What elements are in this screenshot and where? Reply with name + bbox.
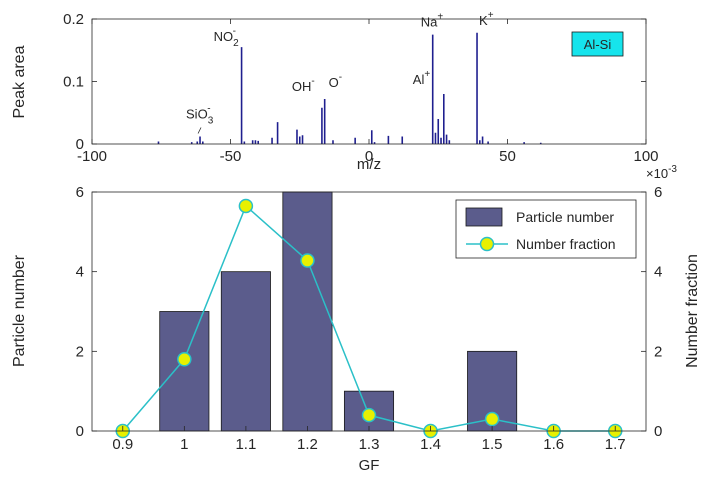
gf-y-tick-label: 6 [76,184,84,201]
gf-y2-tick-label: 6 [654,184,662,201]
gf-y-tick-label: 0 [76,423,84,440]
ion-label-base: NO [214,29,234,44]
spectrum-y-ticks: 0 0.1 0.2 [63,11,646,153]
ion-label: Na+ [421,12,444,30]
gf-y2-exponent-label: ×10-3 [646,164,677,181]
ion-label-subscript: 3 [208,116,214,127]
spectrum-y-tick-label: 0.1 [63,74,84,91]
gf-y2-tick-label: 4 [654,264,662,281]
spectrum-x-tick-label: 0 [365,148,373,165]
gf-y2-tick-label: 0 [654,423,662,440]
gf-x-tick-label: 1 [180,436,188,453]
number-fraction-point [238,198,254,214]
spectrum-x-tick-label: -100 [77,148,107,165]
spectrum-x-tick-label: -50 [220,148,242,165]
legend-line-marker [479,236,495,252]
gf-x-tick-label: 1.3 [359,436,380,453]
number-fraction-point [300,253,315,268]
gf-x-tick-label: 1.5 [482,436,503,453]
ion-label-base: Al [413,72,425,87]
gf-y2-exponent: -3 [668,164,677,175]
spectrum-x-tick-label: 50 [499,148,516,165]
ion-label: K+ [479,10,494,28]
gf-y-tick-label: 4 [76,264,84,281]
ion-label-base: Na [421,15,438,30]
gf-x-tick-label: 1.4 [420,436,441,453]
gf-y-axis-label: Particle number [11,254,28,367]
spectrum-axes-box [91,18,647,145]
ion-leader-line [197,127,202,134]
ion-label-superscript: - [339,72,342,83]
spectrum-x-tick-label: 100 [633,148,658,165]
spectrum-tag-box [571,31,624,57]
ion-label-base: SiO [186,107,208,122]
legend: Particle number Number fraction [455,199,637,259]
spectrum-peaks [157,32,542,144]
number-fraction-point [361,407,377,423]
ion-label-superscript: + [437,12,443,23]
ion-label-superscript: + [424,69,430,80]
spectrum-x-ticks: -100 -50 0 50 100 [77,19,659,165]
ion-label: O- [329,72,342,90]
number-fraction-point [177,352,192,367]
gf-bars [159,191,518,432]
gf-x-ticks: 0.9 1 1.1 1.2 1.3 1.4 1.5 1.6 1.7 [112,426,626,453]
gf-x-tick-label: 1.6 [543,436,564,453]
legend-line-label: Number fraction [516,236,616,252]
gf-y2-multiplier: ×10 [646,166,668,181]
ion-label-base: K [479,13,488,28]
gf-y2-tick-label: 2 [654,343,662,360]
spectrum-y-axis-label: Peak area [11,45,28,118]
ion-label-superscript: - [311,76,314,87]
gf-panel: 0.9 1 1.1 1.2 1.3 1.4 1.5 1.6 1.7 0 2 4 6 0 2 4 6 GF P… [11,164,701,474]
gf-y-tick-label: 2 [76,343,84,360]
spectrum-x-axis-label: m/z [357,156,381,173]
spectrum-y-tick-label: 0.2 [63,11,84,28]
gf-y2-axis-label: Number fraction [684,254,701,368]
spectrum-panel: -100 -50 0 50 100 00.10.2 NO2-SiO3-OH- O-Na+A… [11,10,659,173]
particle-number-bar [159,311,210,432]
number-fraction-series [115,198,623,439]
ion-label-superscript: - [207,104,210,115]
gf-x-tick-label: 1.7 [605,436,626,453]
gf-x-tick-label: 0.9 [112,436,133,453]
ion-label-superscript: + [488,10,494,21]
ion-label-base: O [329,75,339,90]
gf-x-tick-label: 1.1 [235,436,256,453]
gf-x-axis-label: GF [359,457,380,474]
legend-bar-swatch [465,207,503,227]
spectrum-y-tick-label: 0 [76,136,84,153]
gf-x-tick-label: 1.2 [297,436,318,453]
ion-label: OH- [292,76,315,94]
spectrum-tag-label: Al-Si [584,37,612,52]
gf-y-ticks: 0 2 4 6 [76,184,97,440]
gf-y2-ticks: 0 2 4 6 [641,184,662,440]
number-fraction-point [484,411,500,427]
ion-label: NO2- [214,26,240,49]
particle-number-bar [282,191,333,432]
spectrum-tag: Al-Si [571,31,624,57]
ion-label: Al+ [413,69,431,87]
ion-label-subscript: 2 [233,38,239,49]
ion-label: SiO3- [186,104,214,127]
ion-label-base: OH [292,79,312,94]
particle-number-bar [220,271,271,432]
ion-label-superscript: - [233,26,236,37]
legend-bar-label: Particle number [516,209,614,225]
spectrum-annotations: NO2-SiO3-OH- O-Na+Al+K+ [186,10,494,134]
